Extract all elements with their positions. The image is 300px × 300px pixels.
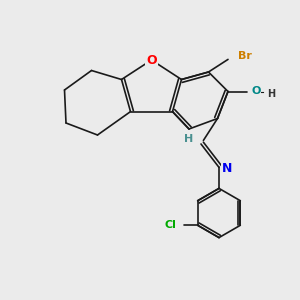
Text: H: H bbox=[267, 89, 275, 99]
Text: Br: Br bbox=[238, 51, 252, 61]
Text: Cl: Cl bbox=[164, 220, 176, 230]
Text: O: O bbox=[251, 86, 260, 97]
Text: N: N bbox=[222, 162, 232, 176]
Text: H: H bbox=[184, 134, 194, 145]
Text: O: O bbox=[146, 53, 157, 67]
